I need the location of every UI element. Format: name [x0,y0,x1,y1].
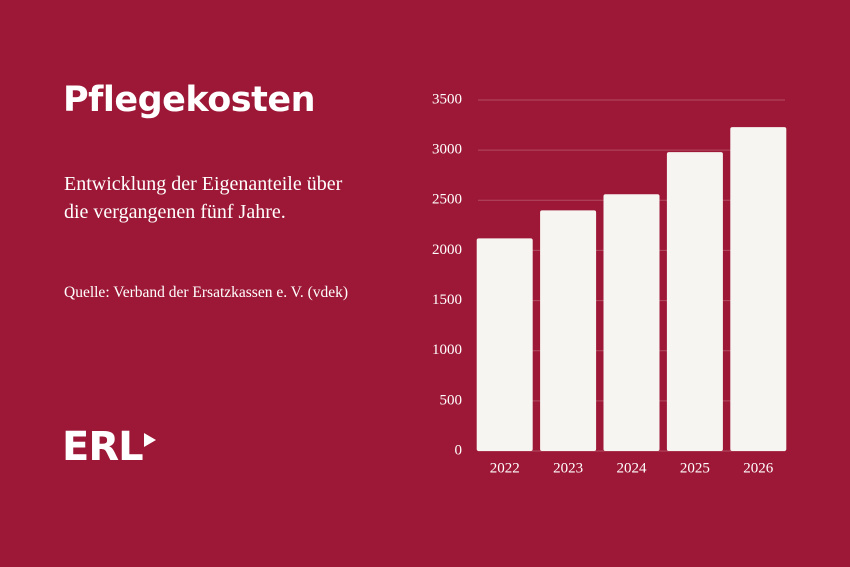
bar [476,238,533,451]
y-tick-label: 1500 [432,292,462,308]
bar [730,127,787,451]
x-tick-label: 2022 [490,460,520,476]
bar [603,194,660,452]
source: Quelle: Verband der Ersatzkassen e. V. (… [64,284,349,301]
bar [540,210,597,451]
y-tick-label: 3500 [432,91,462,107]
y-tick-label: 0 [455,442,463,458]
logo-icon [143,433,156,447]
x-tick-label: 2025 [680,460,710,476]
y-tick-label: 3000 [432,142,462,158]
y-tick-label: 1000 [432,342,462,358]
chart-title: Pflegekosten [63,80,316,120]
subtitle: Entwicklung der Eigenanteile über die ve… [64,173,343,223]
x-tick-label: 2026 [743,460,774,476]
x-tick-label: 2024 [617,460,648,476]
logo: ERL [62,425,158,469]
x-tick-label: 2023 [553,460,583,476]
y-tick-label: 2500 [432,192,462,208]
y-tick-label: 500 [440,392,463,408]
y-tick-label: 2000 [432,242,462,258]
logo-text: ERL [62,424,144,470]
bar [666,152,723,452]
